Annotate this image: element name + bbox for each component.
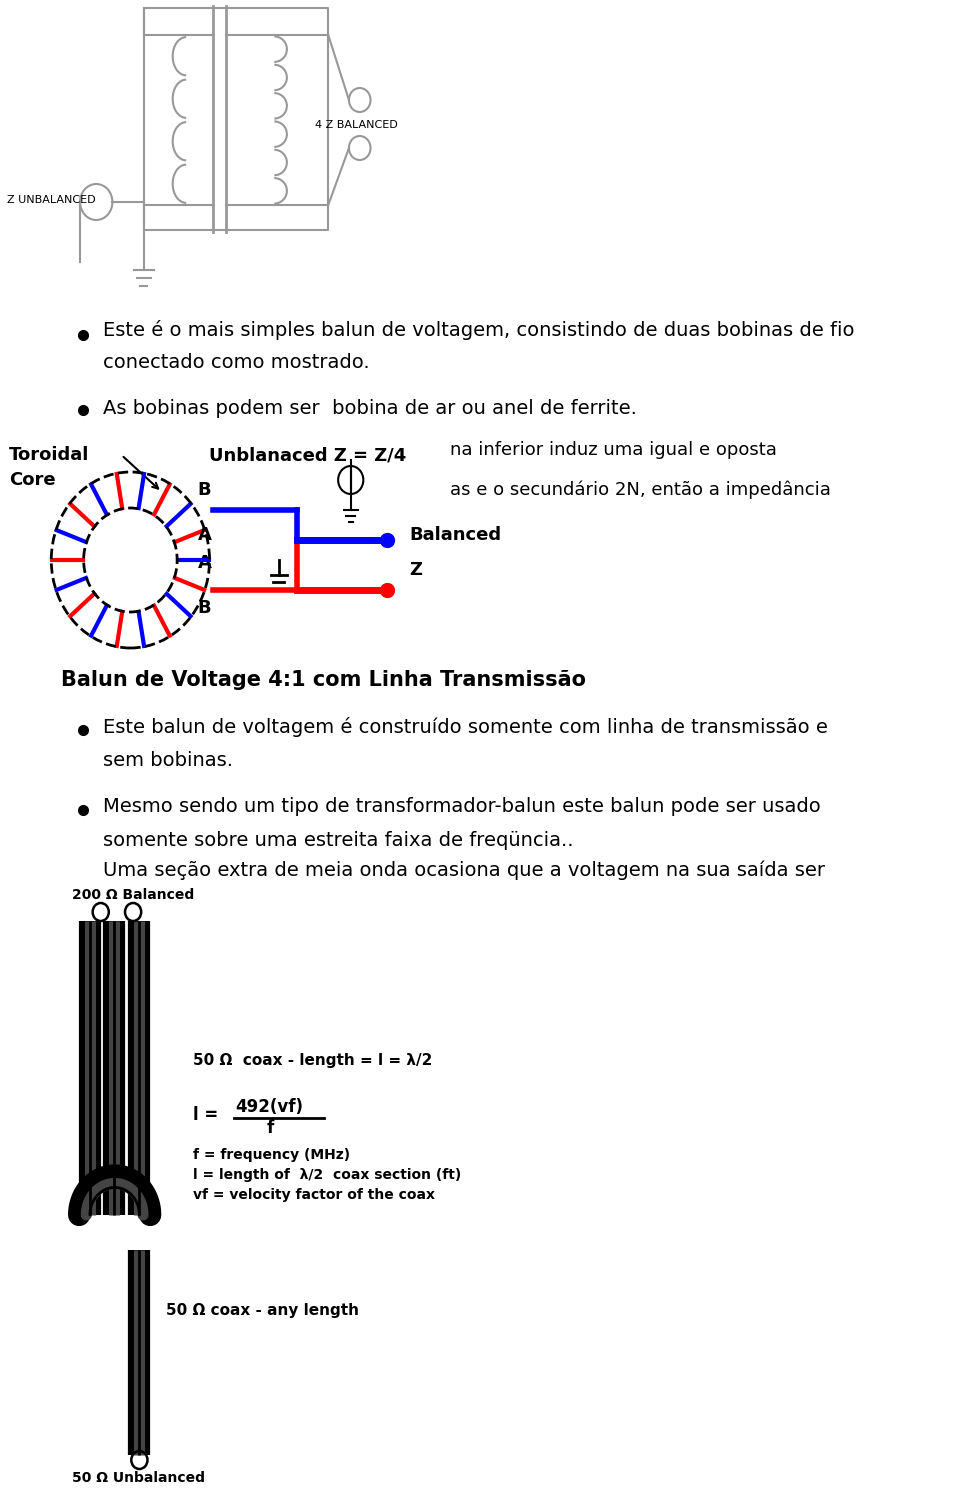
Text: B: B: [198, 481, 211, 499]
Text: 492(vf): 492(vf): [235, 1098, 303, 1116]
Text: As bobinas podem ser  bobina de ar ou anel de ferrite.: As bobinas podem ser bobina de ar ou ane…: [104, 398, 637, 418]
Text: A: A: [198, 554, 212, 572]
Text: l = length of  λ/2  coax section (ft): l = length of λ/2 coax section (ft): [193, 1169, 462, 1182]
Text: Z: Z: [409, 562, 422, 578]
Text: somente sobre uma estreita faixa de freqüncia..: somente sobre uma estreita faixa de freq…: [104, 831, 574, 850]
Text: Toroidal: Toroidal: [9, 446, 89, 464]
Text: 50 Ω  coax - length = l = λ/2: 50 Ω coax - length = l = λ/2: [193, 1053, 433, 1068]
Text: sem bobinas.: sem bobinas.: [104, 751, 233, 769]
Text: B: B: [198, 599, 211, 617]
Text: 4 Z BALANCED: 4 Z BALANCED: [315, 120, 397, 131]
Text: Core: Core: [9, 472, 56, 490]
Text: na inferior induz uma igual e oposta: na inferior induz uma igual e oposta: [449, 442, 777, 460]
Text: Mesmo sendo um tipo de transformador-balun este balun pode ser usado: Mesmo sendo um tipo de transformador-bal…: [104, 798, 821, 817]
Text: Este é o mais simples balun de voltagem, consistindo de duas bobinas de fio: Este é o mais simples balun de voltagem,…: [104, 320, 855, 339]
Text: as e o secundário 2N, então a impedância: as e o secundário 2N, então a impedância: [449, 481, 830, 499]
Text: f = frequency (MHz): f = frequency (MHz): [193, 1148, 350, 1163]
Text: Uma seção extra de meia onda ocasiona que a voltagem na sua saída ser: Uma seção extra de meia onda ocasiona qu…: [104, 861, 826, 880]
Text: l =: l =: [193, 1105, 225, 1123]
Text: 50 Ω coax - any length: 50 Ω coax - any length: [166, 1302, 359, 1317]
Text: Este balun de voltagem é construído somente com linha de transmissão e: Este balun de voltagem é construído some…: [104, 716, 828, 737]
Text: f: f: [266, 1119, 274, 1137]
Text: Balanced: Balanced: [409, 526, 501, 544]
Text: Balun de Voltage 4:1 com Linha Transmissão: Balun de Voltage 4:1 com Linha Transmiss…: [61, 670, 587, 689]
Text: Unblanaced Z = Z/4: Unblanaced Z = Z/4: [208, 446, 406, 464]
Text: Z UNBALANCED: Z UNBALANCED: [7, 195, 96, 204]
Text: vf = velocity factor of the coax: vf = velocity factor of the coax: [193, 1188, 436, 1202]
Text: 50 Ω Unbalanced: 50 Ω Unbalanced: [72, 1470, 204, 1485]
Text: 200 Ω Balanced: 200 Ω Balanced: [72, 888, 194, 903]
Text: A: A: [198, 526, 212, 544]
Text: conectado como mostrado.: conectado como mostrado.: [104, 353, 370, 372]
